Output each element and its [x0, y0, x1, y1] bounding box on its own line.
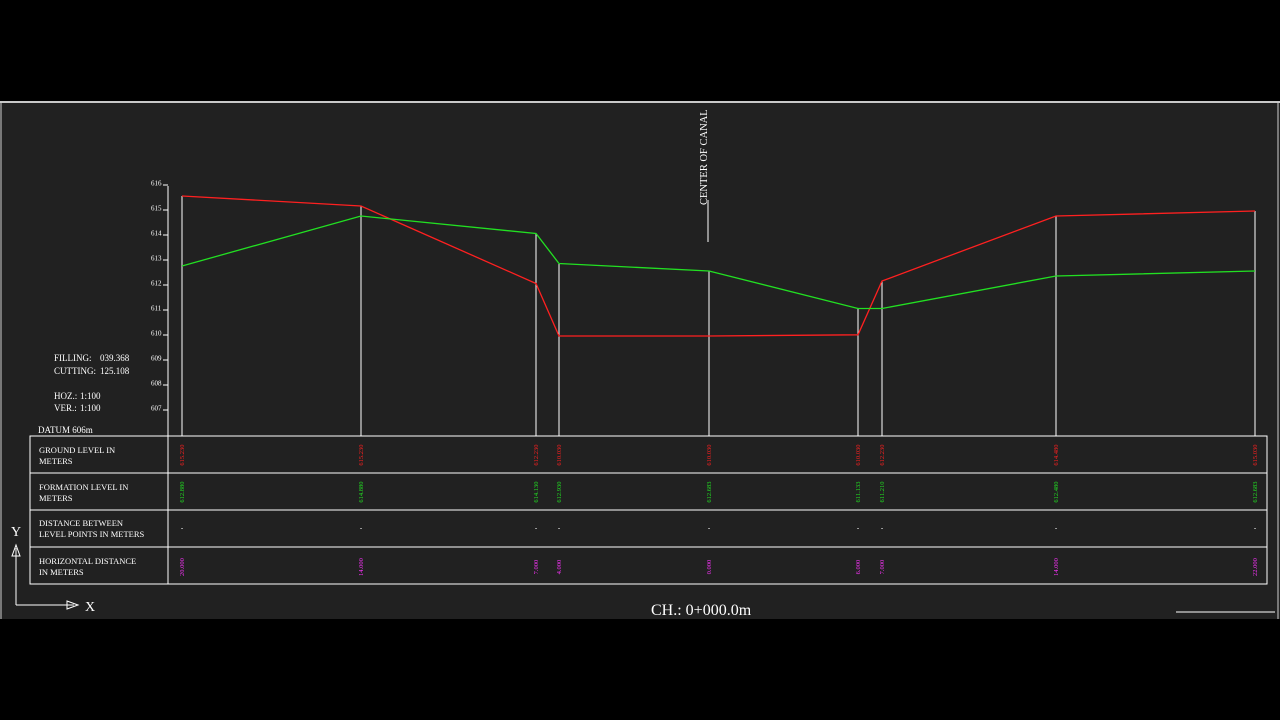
y-axis-tick-label: 612: [151, 280, 162, 288]
distance-between-cell: -: [360, 524, 363, 532]
filling-value: 039.368: [100, 353, 130, 363]
formation-level-cell: 612.880: [179, 481, 186, 502]
ucs-x-arrow: [66, 600, 80, 610]
table-row-labels: GROUND LEVEL IN METERS FORMATION LEVEL IN…: [39, 445, 144, 577]
ucs-x-label: X: [85, 600, 95, 615]
cutting-value: 125.108: [100, 366, 130, 376]
formation-level-cell: 611.133: [855, 482, 862, 503]
horizontal-distance-cell: 6.000: [855, 560, 862, 575]
filling-label: FILLING:: [54, 353, 92, 363]
distance-between-cell: -: [558, 524, 561, 532]
ver-label: VER.:: [54, 403, 77, 413]
formation-level-cell: 614.130: [533, 481, 540, 502]
horizontal-distance-cell: 0.000: [706, 560, 713, 575]
formation-level-cell: 612.930: [556, 481, 563, 502]
ucs-icon: [11, 543, 80, 610]
ground-level-cell: 614.480: [1053, 444, 1060, 465]
row-label-ground-level: GROUND LEVEL IN METERS: [39, 445, 115, 466]
ground-level-cell: 610.030: [556, 444, 563, 465]
drawing-viewport[interactable]: [0, 101, 1280, 619]
formation-level-cell: 614.880: [358, 481, 365, 502]
distance-between-cell: -: [708, 524, 711, 532]
ground-level-cell: 615.030: [1252, 444, 1259, 465]
y-axis-tick-label: 609: [151, 355, 162, 363]
distance-between-cell: -: [181, 524, 184, 532]
ucs-y-label: Y: [11, 525, 21, 540]
cutting-label: CUTTING:: [54, 366, 96, 376]
ground-level-cell: 610.030: [706, 444, 713, 465]
ground-level-cell: 612.230: [533, 444, 540, 465]
data-table: [29, 435, 1268, 585]
distance-between-cell: -: [1055, 524, 1058, 532]
horizontal-distance-cell: 14.000: [1053, 558, 1060, 576]
y-axis-tick-label: 611: [151, 305, 162, 313]
ground-level-cell: 615.230: [358, 444, 365, 465]
ground-level-cell: 610.030: [855, 444, 862, 465]
formation-level-cell: 612.480: [1053, 481, 1060, 502]
ground-level-line: [181, 195, 1256, 337]
table-cells: 615.230 612.880 - 20.000 615.230 614.880 - 14.0…: [179, 444, 1259, 576]
formation-level-cell: 612.683: [706, 481, 713, 502]
hoz-value: 1:100: [80, 391, 101, 401]
distance-between-cell: -: [857, 524, 860, 532]
distance-between-cell: -: [1254, 524, 1257, 532]
ucs-y-arrow: [11, 543, 21, 557]
y-axis-ticks: 616 615 614 613 612 611 610 609 608 607: [151, 180, 168, 413]
ver-value: 1:100: [80, 403, 101, 413]
datum-label: DATUM 606m: [38, 425, 93, 435]
ground-level-cell: 615.230: [179, 444, 186, 465]
horizontal-distance-cell: 14.000: [358, 558, 365, 576]
horizontal-distance-cell: 7.000: [533, 560, 540, 575]
horizontal-distance-cell: 4.000: [556, 560, 563, 575]
row-label-horizontal-distance: HORIZONTAL DISTANCE IN METERS: [39, 556, 136, 577]
summary-block: FILLING: 039.368 CUTTING: 125.108 HOZ.: …: [38, 353, 130, 435]
y-axis-tick-label: 614: [151, 230, 162, 238]
y-axis-tick-label: 607: [151, 405, 162, 413]
formation-level-cell: 612.683: [1252, 481, 1259, 502]
center-of-canal-label: CENTER OF CANAL: [699, 109, 710, 205]
formation-level-cell: 611.210: [879, 482, 886, 503]
distance-between-cell: -: [535, 524, 538, 532]
y-axis-tick-label: 613: [151, 255, 162, 263]
horizontal-distance-cell: 20.000: [179, 558, 186, 576]
horizontal-distance-cell: 7.000: [879, 560, 886, 575]
ground-level-cell: 612.230: [879, 444, 886, 465]
hoz-label: HOZ.:: [54, 391, 77, 401]
y-axis-tick-label: 610: [151, 330, 162, 338]
station-verticals: [181, 196, 1256, 436]
y-axis-tick-label: 616: [151, 180, 162, 188]
chainage-label: CH.: 0+000.0m: [651, 602, 752, 619]
row-label-distance-between: DISTANCE BETWEEN LEVEL POINTS IN METERS: [39, 518, 144, 539]
y-axis-tick-label: 615: [151, 205, 162, 213]
row-label-formation-level: FORMATION LEVEL IN METERS: [39, 482, 128, 503]
y-axis-tick-label: 608: [151, 380, 162, 388]
horizontal-distance-cell: 22.000: [1252, 558, 1259, 576]
distance-between-cell: -: [881, 524, 884, 532]
formation-level-line: [181, 215, 1256, 310]
